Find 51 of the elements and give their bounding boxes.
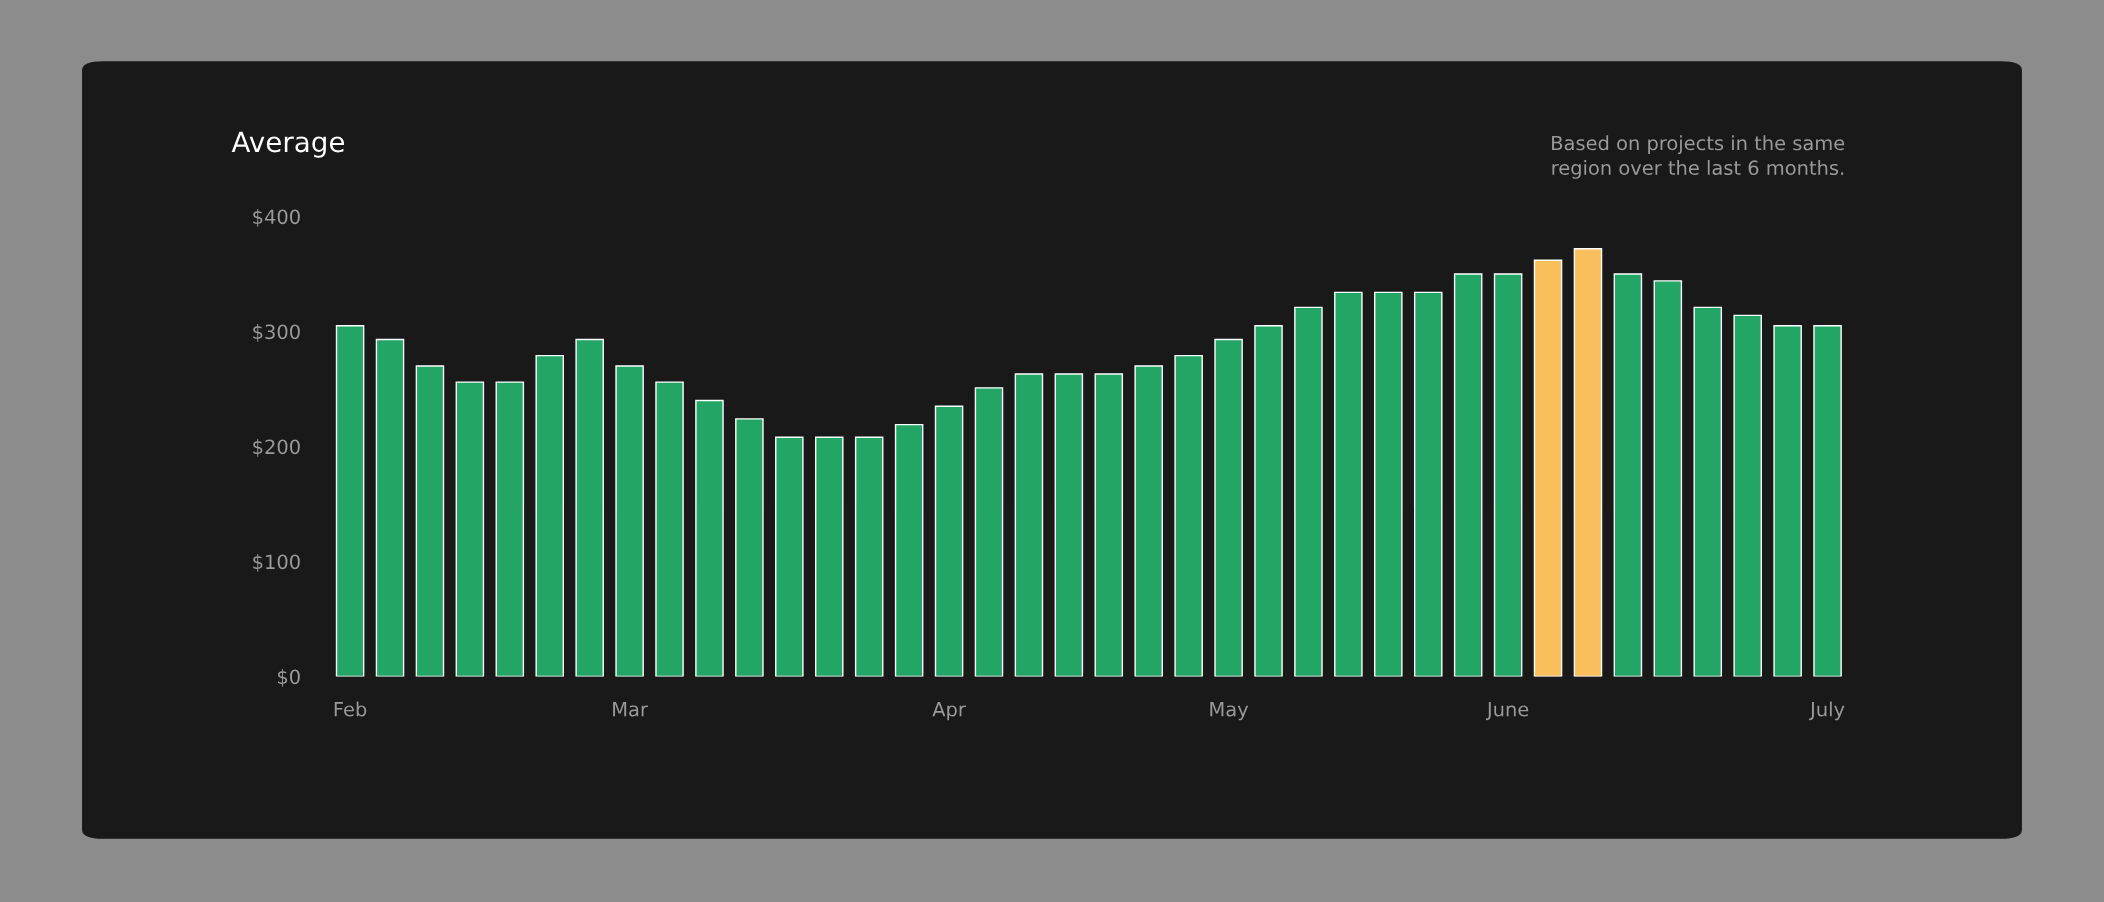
bar (934, 405, 964, 677)
bar (1453, 273, 1483, 677)
bar (775, 436, 804, 677)
bar (495, 381, 525, 677)
y-tick-label: $0 (277, 669, 300, 687)
bar (1493, 273, 1523, 677)
bar (335, 325, 365, 677)
x-tick-label: Mar (613, 702, 648, 717)
bar (1254, 325, 1283, 677)
bar (1054, 373, 1084, 677)
bar (1413, 291, 1443, 677)
x-tick-label: Feb (334, 701, 367, 717)
bar (1334, 291, 1363, 677)
bar (1294, 306, 1323, 677)
bar (535, 354, 565, 677)
y-tick-label: $200 (253, 439, 300, 457)
text: Based on projects in the same region over the last 6 months. (1552, 135, 1845, 179)
bar (1813, 325, 1842, 677)
bar (1374, 291, 1403, 677)
bar (695, 399, 724, 677)
bar (655, 381, 684, 677)
bar (575, 338, 604, 677)
y-tick-label: $400 (253, 209, 300, 227)
bar (735, 418, 764, 677)
bar (1174, 354, 1203, 677)
bar (1533, 259, 1563, 677)
bar (1214, 338, 1243, 677)
bar (415, 365, 445, 677)
bar (1613, 273, 1643, 677)
bar (1134, 365, 1163, 677)
bar (974, 387, 1004, 677)
x-tick-label: July (1809, 701, 1845, 721)
x-tick-label: May (1210, 702, 1249, 721)
x-tick-label: Apr (932, 702, 966, 721)
bar (814, 436, 844, 677)
bar (455, 381, 485, 677)
bar (1014, 373, 1044, 677)
bar (615, 365, 644, 677)
y-tick-label: $300 (253, 324, 300, 342)
bar (1573, 247, 1603, 677)
bar (1733, 314, 1762, 677)
y-tick-label: $100 (253, 554, 300, 572)
bar (1773, 325, 1802, 677)
bar (1653, 280, 1683, 677)
x-tick-label: June (1485, 702, 1529, 721)
bar (1693, 306, 1723, 677)
bar (1094, 373, 1124, 677)
bar (375, 338, 405, 677)
chart-title: Average (231, 131, 345, 158)
bar (894, 423, 924, 677)
bar (854, 436, 884, 677)
